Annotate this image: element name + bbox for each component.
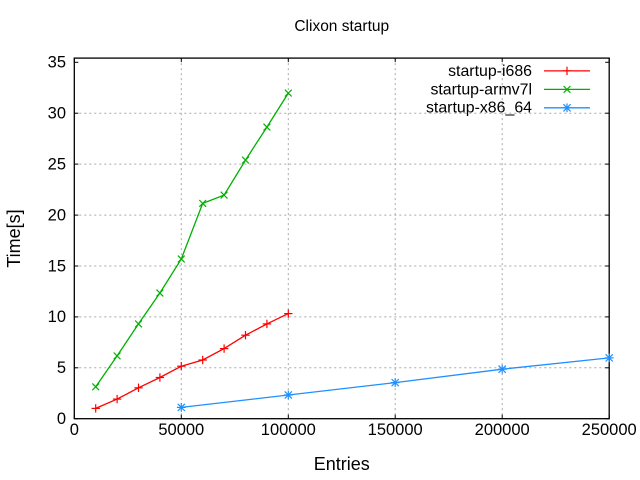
- svg-text:startup-armv7l: startup-armv7l: [430, 82, 532, 99]
- svg-text:200000: 200000: [475, 421, 530, 439]
- svg-text:35: 35: [48, 54, 66, 72]
- svg-text:25: 25: [48, 155, 66, 173]
- svg-text:0: 0: [70, 421, 79, 439]
- svg-text:0: 0: [57, 410, 66, 428]
- svg-text:Time[s]: Time[s]: [4, 209, 24, 267]
- svg-text:Entries: Entries: [314, 454, 370, 474]
- svg-text:Clixon startup: Clixon startup: [294, 18, 389, 35]
- svg-text:30: 30: [48, 105, 66, 123]
- svg-text:5: 5: [57, 359, 66, 377]
- svg-text:startup-i686: startup-i686: [448, 63, 532, 80]
- svg-text:50000: 50000: [158, 421, 204, 439]
- svg-text:15: 15: [48, 257, 66, 275]
- svg-text:20: 20: [48, 206, 66, 224]
- svg-text:10: 10: [48, 308, 66, 326]
- svg-text:250000: 250000: [582, 421, 637, 439]
- svg-text:startup-x86_64: startup-x86_64: [426, 100, 532, 117]
- svg-text:150000: 150000: [368, 421, 423, 439]
- svg-text:100000: 100000: [261, 421, 316, 439]
